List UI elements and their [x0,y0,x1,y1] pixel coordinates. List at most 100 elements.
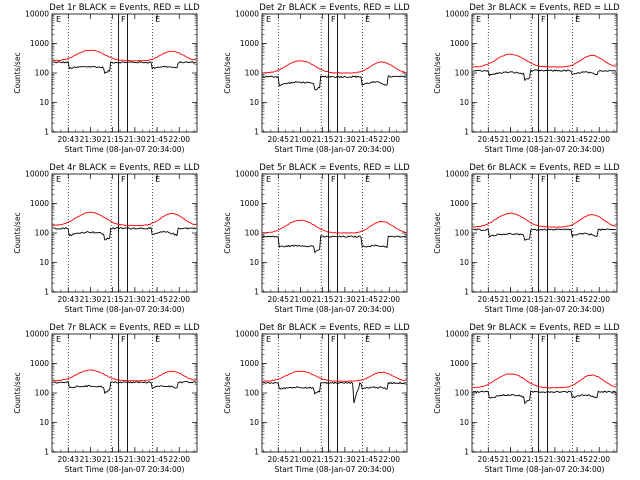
x-tick-label: 20:45 [477,295,499,304]
plot-frame [51,13,198,133]
events-series-line [472,69,616,82]
y-tick-label: 1 [254,288,259,297]
x-axis-label: Start Time (08-Jan-07 20:34:00) [275,145,395,154]
y-axis-label: Counts/sec [223,372,232,413]
y-tick-label: 1 [44,448,49,457]
y-tick-label: 10000 [235,170,259,179]
region-marker: F [331,175,336,184]
y-axis-label: Counts/sec [13,212,22,253]
plot-frame [471,173,618,293]
y-tick-label: 100 [455,229,470,238]
y-tick-label: 1 [44,288,49,297]
panel-title: Det 6r BLACK = Events, RED = LLD [469,163,620,173]
region-marker: E [266,335,271,344]
region-marker: E [155,175,160,184]
panel-title: Det 1r BLACK = Events, RED = LLD [49,3,200,13]
region-marker: F [121,335,126,344]
panel-title: Det 3r BLACK = Events, RED = LLD [469,3,620,13]
x-tick-label: 21:45 [356,295,378,304]
region-marker: E [575,335,580,344]
y-tick-label: 10 [249,258,259,267]
chart-panel-1: Det 1r BLACK = Events, RED = LLD 1 10 100 10… [13,3,200,154]
x-tick-label: 21:45 [146,135,168,144]
x-axis-label: Start Time (08-Jan-07 20:34:00) [65,145,185,154]
y-tick-label: 10000 [445,170,469,179]
chart-panel-8: Det 8r BLACK = Events, RED = LLD 1 10 100 10… [223,323,410,474]
region-marker: F [541,15,546,24]
x-tick-label: 21:30 [544,135,566,144]
x-tick-label: 20:43 [57,455,79,464]
region-marker: E [155,15,160,24]
region-marker: F [331,335,336,344]
y-tick-label: 1 [44,128,49,137]
lld-series-line [262,219,407,234]
x-axis-label: Start Time (08-Jan-07 20:34:00) [65,305,185,314]
y-tick-label: 1 [254,128,259,137]
y-axis-label: Counts/sec [433,212,442,253]
chart-panel-9: Det 9r BLACK = Events, RED = LLD 1 10 100 10… [433,323,620,474]
y-axis-label: Counts/sec [433,372,442,413]
region-marker: E [266,15,271,24]
x-axis-label: Start Time (08-Jan-07 20:34:00) [275,465,395,474]
region-marker: E [476,15,481,24]
region-marker: E [476,175,481,184]
x-tick-label: 22:00 [378,295,400,304]
x-tick-label: 21:30 [124,295,146,304]
x-tick-label: 21:30 [124,135,146,144]
x-tick-label: 22:00 [168,455,190,464]
panel-title: Det 9r BLACK = Events, RED = LLD [469,323,620,333]
x-tick-label: 21:45 [356,135,378,144]
y-tick-label: 1000 [240,359,259,368]
x-tick-label: 22:00 [168,135,190,144]
y-axis-label: Counts/sec [13,372,22,413]
x-tick-label: 21:15 [312,135,334,144]
y-tick-label: 100 [455,69,470,78]
events-series-line [262,235,407,254]
y-axis-label: Counts/sec [223,212,232,253]
chart-panel-3: Det 3r BLACK = Events, RED = LLD 1 10 100 10… [433,3,620,154]
lld-series-line [262,370,407,382]
x-tick-label: 20:45 [267,135,289,144]
x-tick-label: 21:45 [356,455,378,464]
y-tick-label: 1000 [240,39,259,48]
region-marker: E [575,175,580,184]
x-tick-label: 20:43 [57,135,79,144]
x-tick-label: 21:00 [500,295,522,304]
x-tick-label: 21:15 [522,135,544,144]
region-marker: E [56,175,61,184]
x-tick-label: 21:00 [290,135,312,144]
x-axis-label: Start Time (08-Jan-07 20:34:00) [485,145,605,154]
x-tick-label: 21:00 [290,455,312,464]
x-tick-label: 21:30 [80,295,102,304]
y-tick-label: 10000 [25,170,49,179]
y-axis-label: Counts/sec [433,52,442,93]
x-tick-label: 21:00 [500,455,522,464]
y-tick-label: 100 [35,389,50,398]
y-tick-label: 10000 [445,330,469,339]
y-tick-label: 10 [39,258,49,267]
x-axis-label: Start Time (08-Jan-07 20:34:00) [485,465,605,474]
x-tick-label: 20:45 [267,455,289,464]
region-marker: E [365,335,370,344]
y-tick-label: 1 [464,128,469,137]
x-tick-label: 21:45 [566,295,588,304]
events-series-line [52,60,197,75]
x-tick-label: 21:15 [522,455,544,464]
region-marker: E [476,335,481,344]
region-marker: F [541,335,546,344]
plot-frame [51,173,198,293]
x-axis-label: Start Time (08-Jan-07 20:34:00) [65,465,185,474]
panel-title: Det 7r BLACK = Events, RED = LLD [49,323,200,333]
y-tick-label: 1 [464,448,469,457]
region-marker: F [541,175,546,184]
events-series-line [472,390,617,405]
x-tick-label: 21:30 [334,295,356,304]
x-tick-label: 21:30 [334,455,356,464]
y-tick-label: 100 [245,389,260,398]
region-marker: E [266,175,271,184]
plot-frame [471,333,618,453]
y-tick-label: 1000 [450,199,469,208]
x-tick-label: 21:30 [544,455,566,464]
y-tick-label: 10 [459,258,469,267]
